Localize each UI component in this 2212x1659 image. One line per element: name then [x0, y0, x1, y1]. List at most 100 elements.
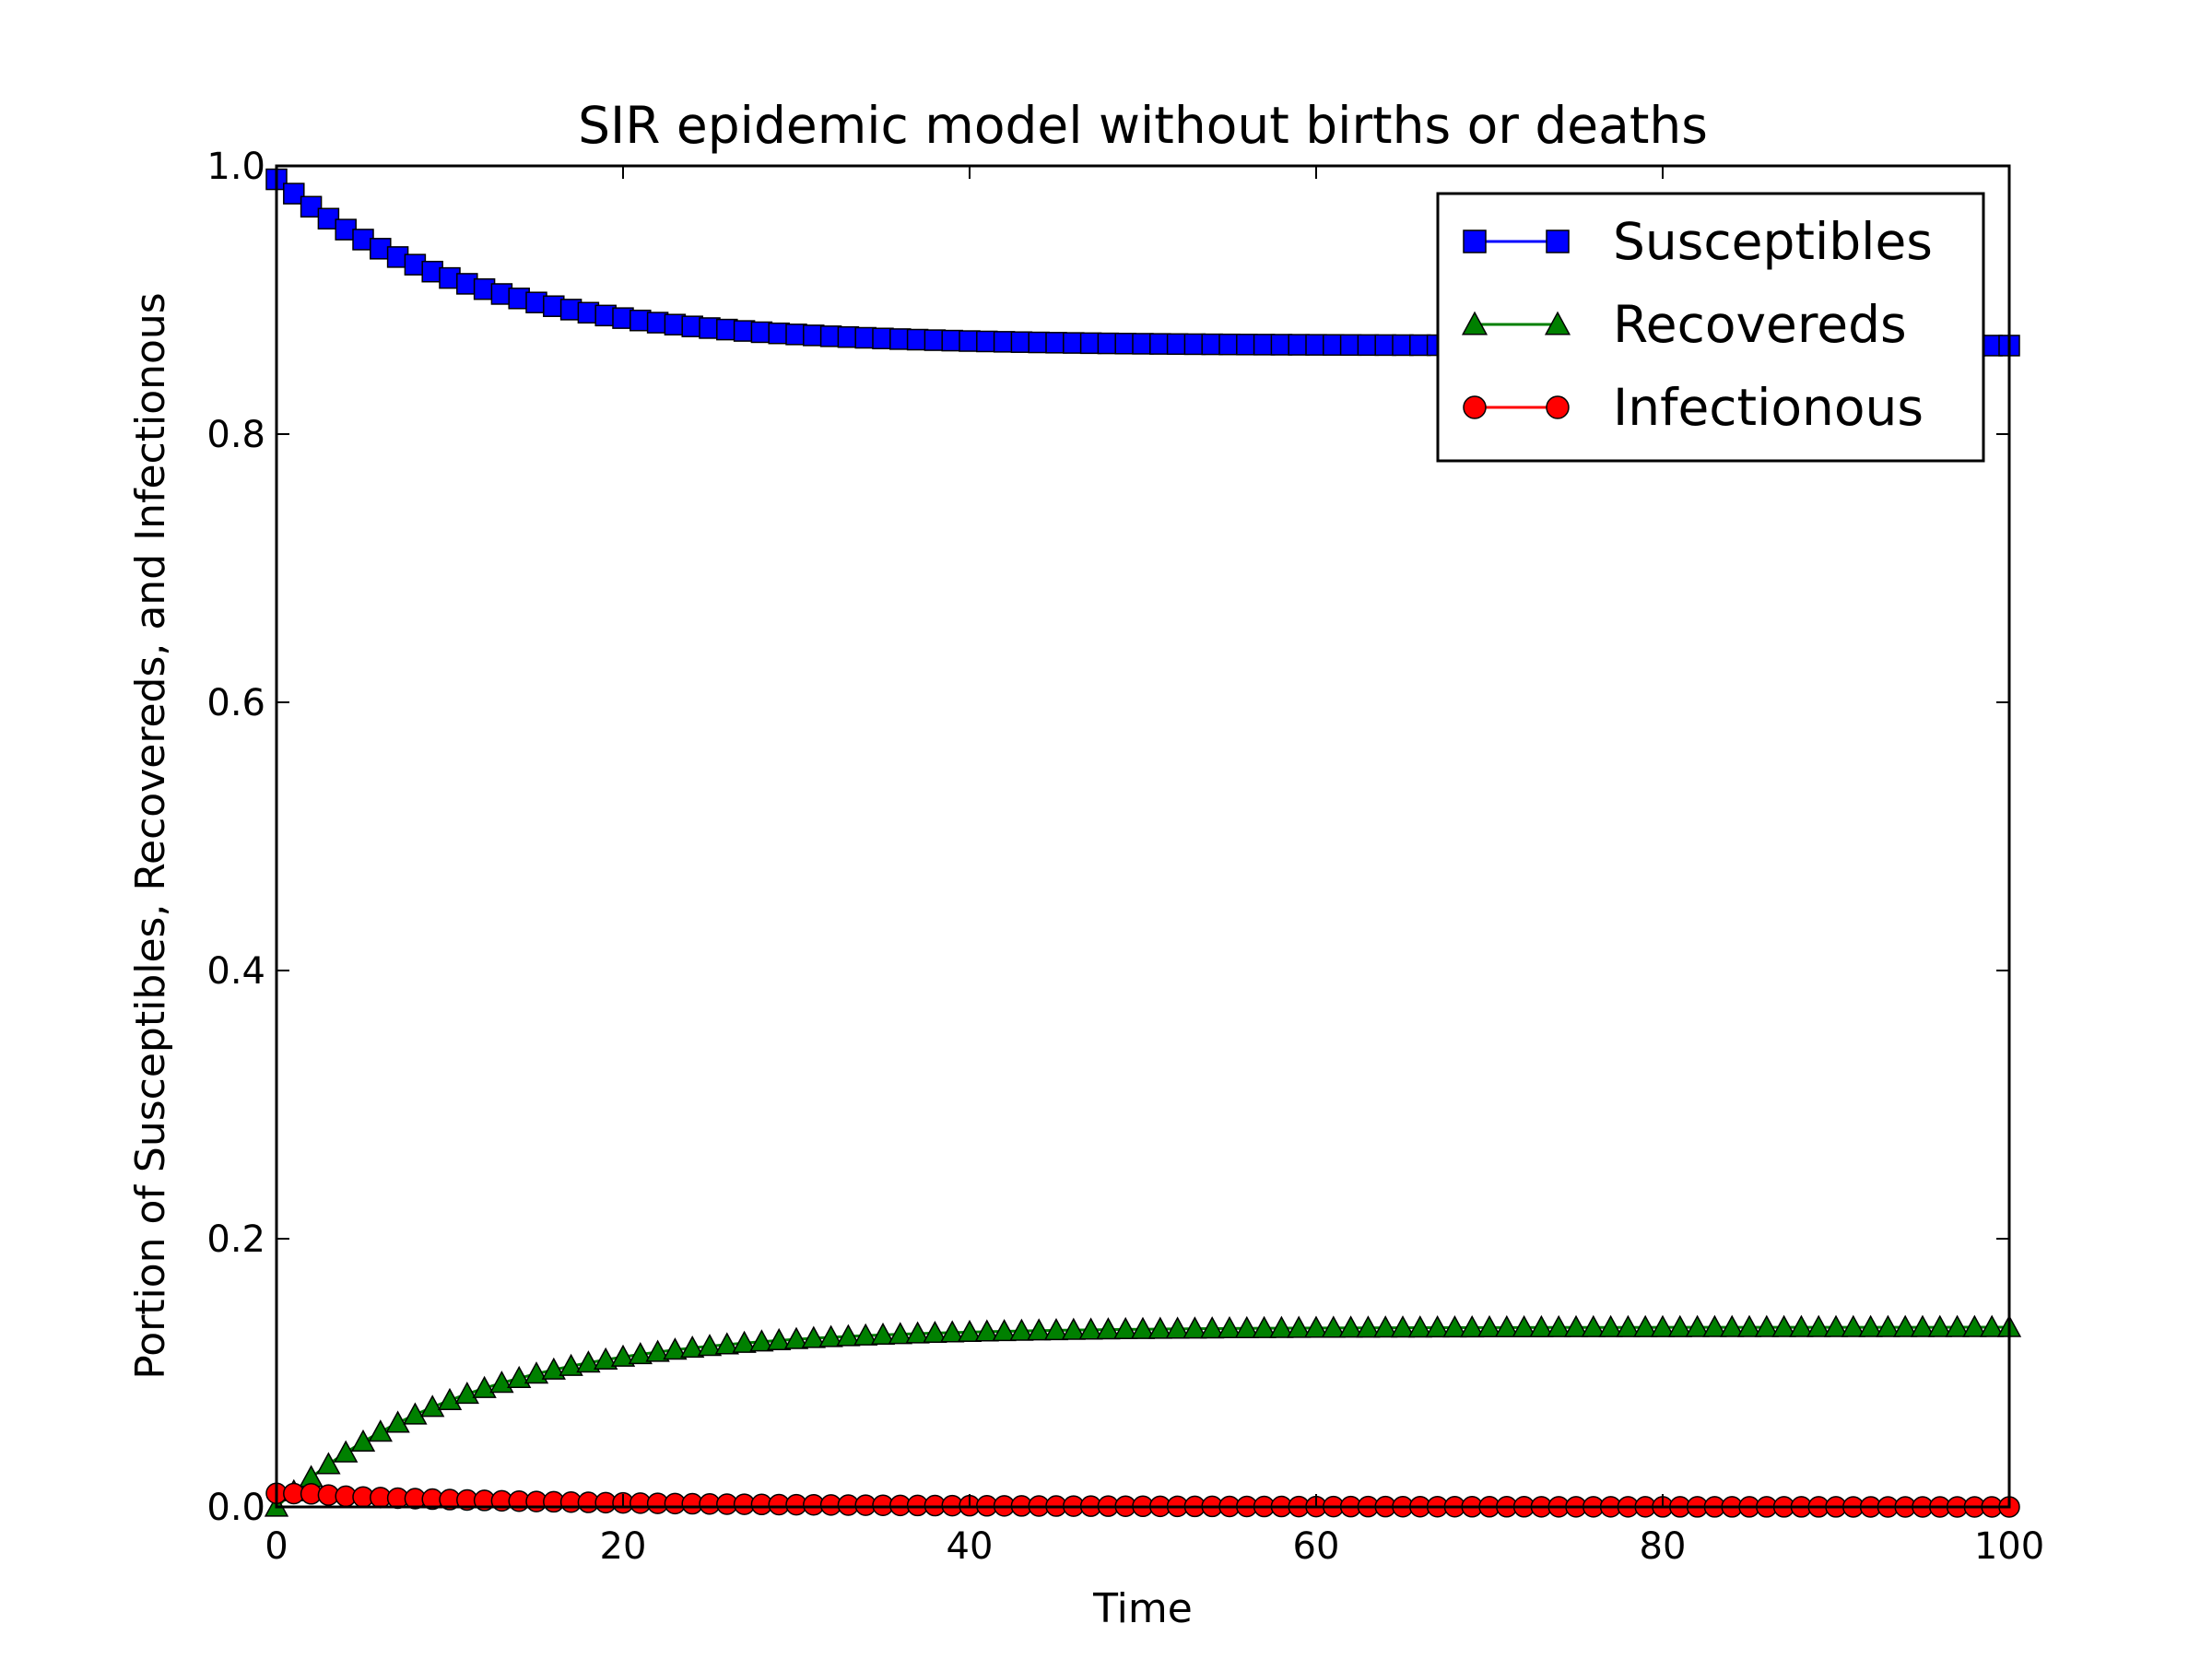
data-point-recovereds — [1980, 1314, 2005, 1337]
data-point-recovereds — [1806, 1314, 1831, 1337]
y-tick-label: 0.2 — [206, 1218, 265, 1261]
data-point-recovereds — [1702, 1314, 1727, 1337]
data-point-recovereds — [783, 1326, 809, 1349]
data-point-recovereds — [870, 1322, 896, 1346]
data-point-recovereds — [1303, 1315, 1329, 1338]
data-point-recovereds — [1287, 1315, 1312, 1338]
data-point-recovereds — [1130, 1316, 1156, 1339]
data-point-recovereds — [1096, 1317, 1121, 1340]
data-point-recovereds — [1182, 1316, 1207, 1339]
data-point-recovereds — [1009, 1318, 1034, 1341]
data-point-recovereds — [576, 1350, 601, 1373]
data-point-recovereds — [1616, 1314, 1641, 1337]
data-point-recovereds — [316, 1452, 341, 1475]
data-point-recovereds — [1823, 1314, 1849, 1337]
legend-marker-infectionous — [1463, 395, 1487, 419]
data-point-recovereds — [1962, 1314, 1987, 1337]
data-point-recovereds — [437, 1387, 463, 1410]
data-point-recovereds — [1720, 1314, 1745, 1337]
data-point-recovereds — [524, 1361, 549, 1384]
data-point-recovereds — [1200, 1316, 1225, 1339]
legend-marker-recovereds — [1544, 311, 1571, 335]
legend-marker-recovereds — [1461, 311, 1488, 335]
data-point-recovereds — [403, 1402, 428, 1425]
data-point-recovereds — [1512, 1314, 1536, 1337]
data-point-recovereds — [1407, 1315, 1432, 1338]
y-tick-label: 0.4 — [206, 950, 265, 993]
data-point-recovereds — [368, 1419, 393, 1442]
data-point-recovereds — [1581, 1314, 1606, 1337]
data-point-recovereds — [1442, 1314, 1467, 1338]
legend-marker-susceptibles — [1546, 229, 1570, 253]
data-point-recovereds — [1027, 1318, 1052, 1341]
data-point-susceptibles — [300, 195, 323, 218]
data-point-recovereds — [1321, 1315, 1346, 1338]
data-point-recovereds — [610, 1344, 636, 1367]
data-point-recovereds — [1269, 1315, 1294, 1338]
data-point-recovereds — [385, 1410, 410, 1433]
data-point-recovereds — [507, 1365, 532, 1388]
data-point-recovereds — [974, 1319, 999, 1342]
data-point-recovereds — [836, 1324, 861, 1347]
plot-frame — [275, 164, 2011, 1509]
data-point-recovereds — [1356, 1315, 1381, 1338]
data-point-recovereds — [489, 1371, 514, 1394]
data-point-recovereds — [1390, 1315, 1416, 1338]
data-point-recovereds — [663, 1337, 688, 1360]
data-point-recovereds — [818, 1324, 843, 1347]
data-point-recovereds — [957, 1319, 982, 1343]
data-point-recovereds — [1252, 1315, 1277, 1338]
data-point-recovereds — [645, 1339, 670, 1362]
data-point-recovereds — [697, 1334, 723, 1357]
data-point-recovereds — [1945, 1314, 1970, 1337]
data-point-recovereds — [1043, 1317, 1069, 1341]
legend-label-recovereds: Recovereds — [1613, 295, 1907, 354]
legend-entry-recovereds: Recovereds — [1461, 295, 1907, 354]
y-axis-label: Portion of Susceptibles, Recovereds, and… — [127, 292, 174, 1379]
data-point-recovereds — [1685, 1314, 1710, 1337]
legend: Susceptibles Recovereds Infectionous — [1436, 192, 1985, 463]
legend-label-infectionous: Infectionous — [1613, 378, 1924, 437]
data-point-recovereds — [1858, 1314, 1883, 1337]
data-point-recovereds — [1147, 1316, 1172, 1339]
data-point-recovereds — [1217, 1315, 1242, 1339]
data-point-recovereds — [801, 1325, 826, 1348]
data-point-recovereds — [1563, 1314, 1589, 1337]
data-point-recovereds — [905, 1321, 930, 1344]
x-axis-label: Time — [1092, 1585, 1193, 1632]
legend-label-susceptibles: Susceptibles — [1613, 212, 1933, 271]
y-tick-label: 1.0 — [206, 146, 265, 188]
data-point-recovereds — [350, 1429, 376, 1452]
data-point-recovereds — [680, 1335, 705, 1359]
data-point-recovereds — [888, 1322, 912, 1345]
data-point-recovereds — [1789, 1314, 1814, 1337]
data-point-recovereds — [1338, 1315, 1363, 1338]
data-point-recovereds — [1494, 1314, 1519, 1338]
data-point-recovereds — [1547, 1314, 1571, 1337]
x-tick-label: 0 — [265, 1525, 288, 1568]
data-point-recovereds — [1910, 1314, 1936, 1337]
legend-marker-susceptibles — [1463, 229, 1487, 253]
x-tick-label: 100 — [1974, 1525, 2044, 1568]
data-point-recovereds — [923, 1320, 947, 1344]
data-point-recovereds — [940, 1320, 965, 1343]
legend-entry-infectionous: Infectionous — [1463, 378, 1924, 437]
data-point-recovereds — [1477, 1314, 1502, 1338]
data-point-recovereds — [1667, 1314, 1692, 1337]
data-point-recovereds — [767, 1327, 792, 1351]
data-point-recovereds — [1876, 1314, 1900, 1337]
data-point-recovereds — [1165, 1316, 1190, 1339]
data-point-recovereds — [559, 1353, 583, 1376]
data-point-recovereds — [1078, 1317, 1103, 1340]
data-point-recovereds — [1754, 1314, 1779, 1337]
legend-box — [1436, 192, 1985, 463]
data-point-recovereds — [1893, 1314, 1918, 1337]
data-point-recovereds — [853, 1323, 878, 1346]
data-point-recovereds — [420, 1394, 445, 1418]
data-point-recovereds — [628, 1342, 653, 1365]
data-point-recovereds — [1927, 1314, 1952, 1337]
data-point-recovereds — [1736, 1314, 1762, 1337]
data-point-recovereds — [334, 1440, 359, 1463]
data-point-susceptibles — [317, 207, 340, 229]
